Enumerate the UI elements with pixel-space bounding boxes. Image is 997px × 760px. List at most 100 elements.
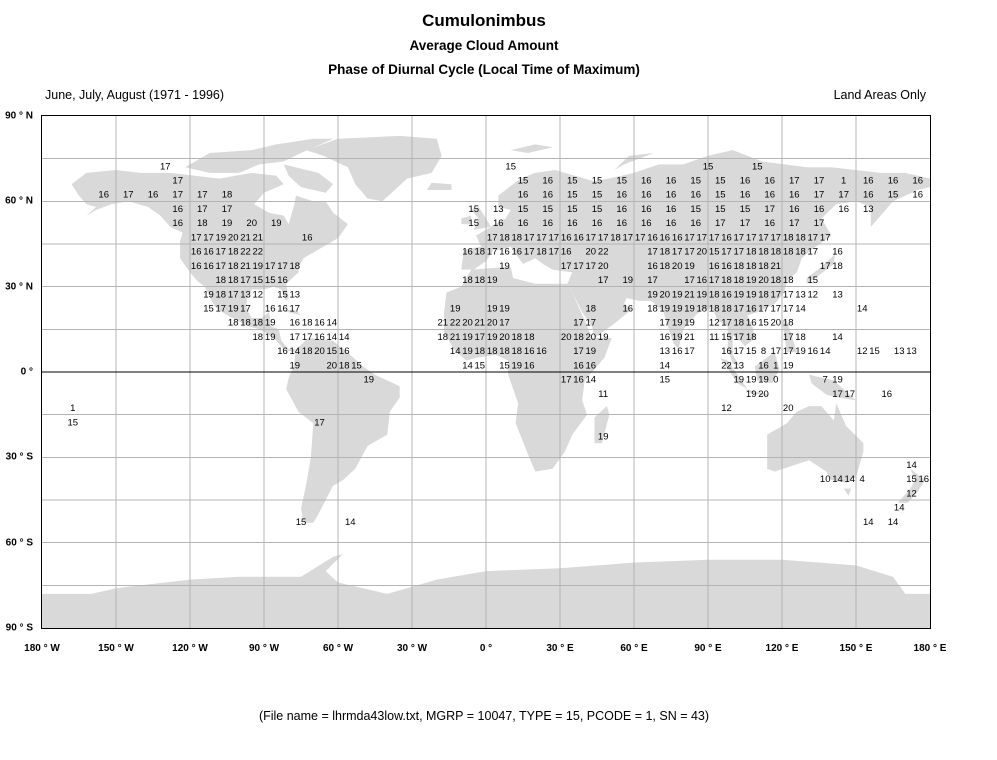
cell-value: 16 <box>672 232 683 243</box>
cell-value: 17 <box>647 275 658 286</box>
landmass <box>286 337 400 523</box>
cell-value: 18 <box>746 332 757 343</box>
cell-value: 16 <box>265 304 276 315</box>
cell-value: 16 <box>666 190 677 201</box>
cell-value: 16 <box>721 289 732 300</box>
cell-value: 19 <box>265 318 276 329</box>
cell-value: 19 <box>758 375 769 386</box>
cell-value: 18 <box>462 275 473 286</box>
cell-value: 17 <box>721 247 732 258</box>
cell-value: 17 <box>561 261 572 272</box>
cell-value: 16 <box>912 190 923 201</box>
cell-value: 16 <box>647 261 658 272</box>
cell-value: 15 <box>542 204 553 215</box>
cell-value: 16 <box>838 204 849 215</box>
cell-value: 16 <box>592 218 603 229</box>
latitude-tick-label: 90 ° S <box>5 622 33 634</box>
cell-value: 15 <box>690 204 701 215</box>
cell-value: 13 <box>906 346 917 357</box>
cell-value: 19 <box>222 218 233 229</box>
cell-value: 1 <box>70 403 75 414</box>
cell-value: 17 <box>808 232 819 243</box>
cell-value: 19 <box>271 218 282 229</box>
cell-value: 19 <box>672 332 683 343</box>
cell-value: 16 <box>561 232 572 243</box>
cell-value: 12 <box>709 318 720 329</box>
cell-value: 16 <box>758 360 769 371</box>
cell-value: 17 <box>123 190 134 201</box>
cell-value: 12 <box>906 488 917 499</box>
cell-value: 16 <box>561 247 572 258</box>
cell-value: 17 <box>160 161 171 172</box>
landmass <box>720 357 748 390</box>
cell-value: 17 <box>783 289 794 300</box>
cell-value: 19 <box>647 289 658 300</box>
cell-value: 16 <box>542 176 553 187</box>
cell-value: 14 <box>820 346 831 357</box>
cell-value: 16 <box>542 190 553 201</box>
cell-value: 13 <box>832 289 843 300</box>
cell-value: 16 <box>912 176 923 187</box>
cell-value: 18 <box>647 304 658 315</box>
file-info-footer: (File name = lhrmda43low.txt, MGRP = 100… <box>258 709 710 723</box>
cell-value: 17 <box>240 304 251 315</box>
cell-value: 16 <box>499 247 510 258</box>
cell-value: 16 <box>524 360 535 371</box>
landmass <box>594 406 610 444</box>
cell-value: 20 <box>487 318 498 329</box>
longitude-tick-label: 150 ° E <box>839 643 873 654</box>
cell-value: 16 <box>536 346 547 357</box>
landmass <box>754 352 780 384</box>
longitude-tick-label: 120 ° W <box>172 643 208 654</box>
cell-value: 16 <box>148 190 159 201</box>
cell-value: 18 <box>524 332 535 343</box>
cell-value: 15 <box>277 289 288 300</box>
cell-value: 16 <box>641 176 652 187</box>
cell-value: 20 <box>783 403 794 414</box>
cell-value: 19 <box>660 304 671 315</box>
cell-value: 15 <box>869 346 880 357</box>
cell-value: 19 <box>462 346 473 357</box>
cell-value: 15 <box>660 375 671 386</box>
cell-value: 15 <box>567 204 578 215</box>
cell-value: 15 <box>808 275 819 286</box>
latitude-tick-label: 60 ° N <box>5 195 33 207</box>
cell-value: 16 <box>542 218 553 229</box>
cell-value: 13 <box>660 346 671 357</box>
cell-value: 18 <box>709 289 720 300</box>
cell-value: 14 <box>832 332 843 343</box>
cell-value: 14 <box>795 304 806 315</box>
cell-value: 19 <box>586 346 597 357</box>
cell-value: 16 <box>789 204 800 215</box>
cell-value: 20 <box>314 346 325 357</box>
cell-value: 18 <box>290 261 301 272</box>
map-subtitle-phase: Phase of Diurnal Cycle (Local Time of Ma… <box>328 62 640 77</box>
cell-value: 17 <box>758 232 769 243</box>
longitude-tick-label: 150 ° W <box>98 643 134 654</box>
cell-value: 21 <box>450 332 461 343</box>
cell-value: 19 <box>265 332 276 343</box>
cell-value: 15 <box>475 360 486 371</box>
cell-value: 7 <box>823 375 828 386</box>
cell-value: 16 <box>746 318 757 329</box>
cell-value: 16 <box>616 190 627 201</box>
cell-value: 19 <box>499 304 510 315</box>
season-label: June, July, August (1971 - 1996) <box>45 88 225 102</box>
cell-value: 15 <box>758 318 769 329</box>
cell-value: 14 <box>845 474 856 485</box>
cell-value: 17 <box>746 232 757 243</box>
cell-value: 20 <box>771 318 782 329</box>
cell-value: 17 <box>660 318 671 329</box>
latitude-tick-label: 0 ° <box>20 366 33 378</box>
cell-value: 19 <box>697 289 708 300</box>
landmass <box>510 144 553 153</box>
cell-value: 18 <box>573 332 584 343</box>
cell-value: 20 <box>246 218 257 229</box>
cell-value: 18 <box>240 318 251 329</box>
cell-value: 16 <box>172 204 183 215</box>
cell-value: 14 <box>863 517 874 528</box>
cell-value: 19 <box>487 275 498 286</box>
cell-value: 16 <box>808 346 819 357</box>
cell-value: 14 <box>906 460 917 471</box>
